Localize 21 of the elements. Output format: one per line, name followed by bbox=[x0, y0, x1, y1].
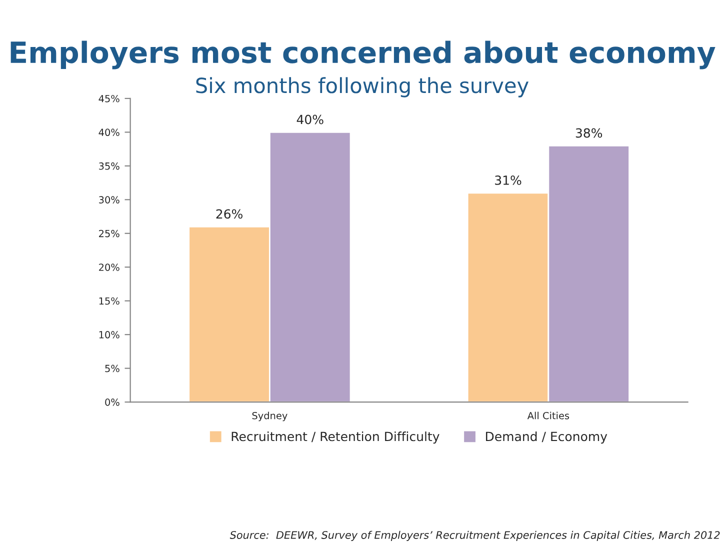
x-tick-label: All Cities bbox=[527, 412, 570, 420]
y-tick-label: 45% bbox=[98, 94, 120, 102]
y-tick-label: 35% bbox=[99, 162, 120, 170]
data-label: 40% bbox=[296, 114, 324, 124]
chart-subtitle: Six months following the survey bbox=[196, 77, 529, 98]
chart-title: Employers most concerned about economy bbox=[10, 40, 716, 70]
legend-label: Recruitment / Retention Difficulty bbox=[232, 432, 440, 444]
data-label: 26% bbox=[216, 209, 242, 219]
y-tick-label: 0% bbox=[105, 398, 120, 406]
data-label: 38% bbox=[576, 128, 602, 138]
y-tick-label: 15% bbox=[99, 297, 120, 305]
x-tick-label: Sydney bbox=[252, 412, 288, 422]
legend-label: Demand / Economy bbox=[486, 432, 608, 444]
y-tick-label: 20% bbox=[99, 264, 120, 271]
source-note: Source: DEEWR, Survey of Employers’ Recruitment Experiences in Capital Cities, March 2012 bbox=[230, 530, 720, 541]
y-tick-label: 5% bbox=[105, 364, 120, 372]
y-tick-label: 40% bbox=[98, 128, 120, 136]
data-label: 31% bbox=[495, 175, 522, 185]
y-tick-label: 25% bbox=[99, 230, 120, 238]
y-tick-label: 30% bbox=[99, 196, 120, 204]
y-tick-label: 10% bbox=[99, 331, 120, 338]
